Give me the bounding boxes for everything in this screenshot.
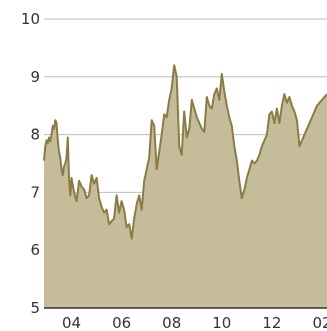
- series-line: [43, 64, 327, 240]
- y-tick-label: 8: [30, 126, 40, 144]
- x-tick-label: 02: [312, 314, 327, 331]
- y-tick-labels: 10 9 8 7 6 5: [21, 10, 40, 317]
- area-fill: [44, 65, 327, 308]
- x-tick-label: 10: [212, 314, 231, 331]
- y-tick-label: 7: [30, 183, 40, 201]
- x-tick-label: 04: [62, 314, 81, 331]
- y-tick-label: 6: [30, 241, 40, 259]
- y-tick-label: 10: [21, 10, 40, 28]
- y-tick-label: 5: [30, 299, 40, 317]
- x-tick-labels: 04 06 08 10 12 02: [62, 314, 327, 331]
- x-tick-label: 08: [162, 314, 181, 331]
- y-tick-label: 9: [30, 68, 40, 86]
- x-tick-label: 12: [262, 314, 281, 331]
- x-tick-label: 06: [112, 314, 131, 331]
